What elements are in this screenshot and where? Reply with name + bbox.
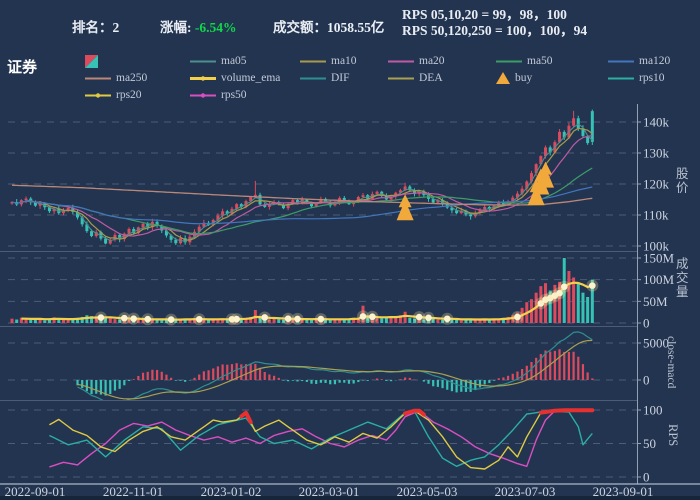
DEA-line-icon — [388, 77, 414, 79]
rank-label: 排名： — [72, 20, 113, 35]
legend-label: volume_ema — [221, 72, 281, 84]
x-axis-date-label: 2023-07-03 — [495, 484, 556, 499]
legend-label: ma10 — [331, 55, 357, 67]
legend-label: ma05 — [221, 55, 247, 67]
y-axis-title-macd: close-macd — [665, 336, 677, 389]
axis-tick-label: 100k — [643, 239, 670, 254]
legend-item-ma05: ma05 — [190, 55, 247, 67]
page-title: 证券 — [7, 60, 38, 76]
x-axis-date-label: 2023-03-01 — [299, 484, 360, 499]
volume_ema-line-icon — [190, 75, 216, 81]
legend-item-ma50: ma50 — [496, 55, 553, 67]
x-axis-date-label: 2022-09-01 — [5, 484, 66, 499]
change-label: 涨幅: — [160, 20, 195, 35]
x-axis-date-label: 2023-01-02 — [201, 484, 262, 499]
axis-tick-label: 50M — [643, 294, 668, 309]
legend-item-ma120: ma120 — [608, 55, 670, 67]
axis-tick-label: 100 — [643, 403, 663, 418]
legend-label: DIF — [331, 72, 350, 84]
axis-tick-label: 150M — [643, 251, 675, 266]
axis-tick-label: 100M — [643, 272, 675, 287]
rps-line-1: RPS 05,10,20 = 99，98，100 — [402, 7, 567, 22]
legend-label: ma120 — [639, 55, 671, 67]
legend-item-rps10: rps10 — [608, 72, 665, 84]
legend-item-ma250: ma250 — [85, 72, 147, 84]
DIF-line-icon — [300, 77, 326, 79]
ma250-line-icon — [85, 77, 111, 79]
ma20-line-icon — [388, 60, 414, 62]
rank-field: 排名：2 — [72, 16, 119, 36]
rank-value: 2 — [112, 20, 120, 35]
bottom-strip — [0, 496, 700, 500]
axis-tick-label: 0 — [643, 470, 650, 485]
rps-panel — [49, 408, 595, 470]
volume-panel — [10, 258, 599, 326]
axis-tick-label: 130k — [643, 146, 670, 161]
rps20-line-icon — [85, 92, 111, 98]
legend-label: rps10 — [639, 72, 665, 84]
axis-tick-label: 0 — [643, 316, 650, 331]
buy-markers — [396, 161, 555, 221]
legend-label: rps50 — [221, 89, 247, 101]
legend-label: ma20 — [419, 55, 445, 67]
legend-item-volume_ema: volume_ema — [190, 72, 280, 84]
legend-label: buy — [515, 72, 533, 84]
x-axis-date-label: 2023-05-03 — [397, 484, 458, 499]
price-panel — [10, 109, 594, 246]
y-axis-title-rps: RPS — [666, 424, 680, 446]
turnover-label: 成交额： — [273, 20, 327, 35]
legend-item-ma20: ma20 — [388, 55, 445, 67]
legend-label: DEA — [419, 72, 443, 84]
legend-item-ma10: ma10 — [300, 55, 357, 67]
axis-tick-label: 0 — [643, 373, 650, 388]
change-value: -6.54% — [194, 20, 237, 35]
ma10-line-icon — [300, 60, 326, 62]
rps10-line-icon — [608, 77, 634, 79]
ma50-line-icon — [496, 60, 522, 62]
candlestick-icon — [85, 54, 98, 68]
axes: 2022-09-01 2022-11-01 2023-01-02 2023-03-01… — [0, 104, 700, 499]
axis-tick-label: 120k — [643, 177, 670, 192]
legend-item-rps20: rps20 — [85, 89, 142, 101]
ma05-line-icon — [190, 60, 216, 62]
buy-triangle-icon — [496, 72, 510, 84]
rps-line-2: RPS 50,120,250 = 100，100，94 — [402, 23, 588, 38]
axis-tick-label: 50 — [643, 436, 656, 451]
turnover-field: 成交额：1058.55亿 — [273, 16, 384, 36]
axis-tick-label: 140k — [643, 115, 670, 130]
change-field: 涨幅: -6.54% — [160, 16, 237, 36]
y-axis-title: 成交量 — [676, 257, 689, 299]
axis-tick-label: 5000 — [643, 336, 669, 351]
legend-label: ma250 — [116, 72, 148, 84]
legend-label: rps20 — [116, 89, 142, 101]
macd-panel — [76, 331, 594, 400]
turnover-value: 1058.55亿 — [327, 20, 385, 35]
legend-item-DEA: DEA — [388, 72, 443, 84]
legend-item-DIF: DIF — [300, 72, 350, 84]
axis-tick-label: 110k — [643, 208, 669, 223]
legend-item-rps50: rps50 — [190, 89, 247, 101]
y-axis-title: 股价 — [676, 167, 689, 195]
rps50-line-icon — [190, 92, 216, 98]
legend-item-candle — [85, 54, 98, 68]
x-axis-date-label: 2022-11-01 — [103, 484, 163, 499]
x-axis-date-label: 2023-09-01 — [593, 484, 654, 499]
legend-item-buy: buy — [496, 72, 532, 84]
rps-readout: RPS 05,10,20 = 99，98，100 RPS 50,120,250 … — [402, 7, 587, 39]
legend-label: ma50 — [527, 55, 553, 67]
ma120-line-icon — [608, 60, 634, 62]
